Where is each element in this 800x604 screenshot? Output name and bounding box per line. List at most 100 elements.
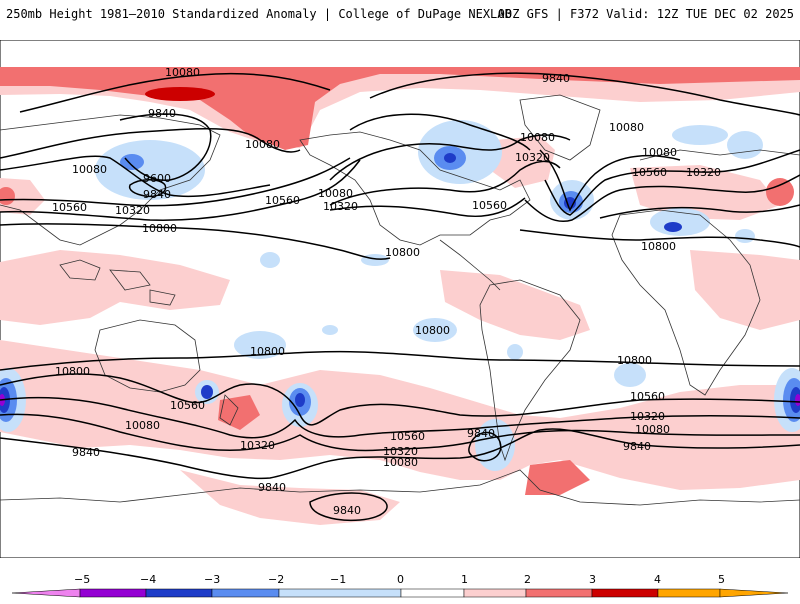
colorbar-ticks: −5 −4 −3 −2 −1 0 1 2 3 4 5 <box>74 573 725 586</box>
colorbar-tick-label: −5 <box>74 573 90 586</box>
map-title: 250mb Height 1981–2010 Standardized Anom… <box>6 7 512 21</box>
contour-label: 10080 <box>635 423 670 436</box>
colorbar: −5 −4 −3 −2 −1 0 1 2 3 4 5 <box>0 568 800 600</box>
colorbar-tick-label: −2 <box>268 573 284 586</box>
contour-label: 10320 <box>383 445 418 458</box>
contour-label: 10080 <box>165 66 200 79</box>
contour-label: 9840 <box>148 107 176 120</box>
anomaly-neg4-sh-east <box>795 394 800 406</box>
coastlines <box>0 94 800 506</box>
coast-greenland <box>519 94 601 161</box>
anomaly-neg3-canada <box>444 153 456 163</box>
contour-label: 9840 <box>467 427 495 440</box>
anomaly-pos2-arctic <box>0 67 800 150</box>
anomaly-pos-w-pacific <box>0 250 230 325</box>
contour-label: 10080 <box>609 121 644 134</box>
colorbar-tick-label: −4 <box>140 573 156 586</box>
contour-10320-asia <box>0 157 351 207</box>
contour-label: 10560 <box>472 199 507 212</box>
contour-10560-europe <box>599 204 800 219</box>
contour-label: 9840 <box>542 72 570 85</box>
contour-label: 10320 <box>115 204 150 217</box>
contour-label: 10800 <box>641 240 676 253</box>
contour-10800-sh <box>0 350 800 371</box>
contour-10320-sh <box>0 396 800 439</box>
coast-indonesia <box>59 259 176 306</box>
colorbar-tick-label: 2 <box>524 573 531 586</box>
contour-label: 10560 <box>170 399 205 412</box>
colorbar-arrow-right <box>719 588 789 598</box>
anomaly-pos2-eurasia <box>766 178 794 206</box>
anomaly-neg-atlantic-s <box>614 363 646 387</box>
contour-label: 10080 <box>72 163 107 176</box>
coast-asia <box>0 114 221 246</box>
anomaly-neg3-tasman <box>201 385 213 399</box>
anomaly-neg-sub-1 <box>260 252 280 268</box>
colorbar-seg-neg4 <box>79 588 147 598</box>
contour-9600 <box>128 179 167 198</box>
colorbar-tick-label: −1 <box>330 573 346 586</box>
contour-label: 10080 <box>318 187 353 200</box>
anomaly-pos3-arctic <box>145 87 215 101</box>
contour-label: 10080 <box>642 146 677 159</box>
contour-label: 10320 <box>630 410 665 423</box>
run-info: 00Z GFS | F372 Valid: 12Z TUE DEC 02 202… <box>497 7 794 21</box>
contour-10080-na <box>329 134 571 181</box>
contour-9840-antarctic <box>309 492 388 522</box>
contour-labels: 10080 9840 10080 9840 10080 10560 10080 … <box>52 66 721 517</box>
contour-10320-na <box>329 160 561 206</box>
colorbar-seg-neg2 <box>211 588 280 598</box>
contour-label: 10800 <box>250 345 285 358</box>
contour-10560-asia <box>0 159 361 221</box>
contour-trough-atl-2 <box>544 149 800 216</box>
contour-label: 10320 <box>515 151 550 164</box>
contour-10080-sh <box>0 413 800 452</box>
colorbar-seg-zero <box>400 588 465 598</box>
contour-label: 10080 <box>383 456 418 469</box>
coast-antarctica <box>0 469 800 506</box>
contour-trough-atl-1 <box>539 149 681 212</box>
colorbar-segments <box>11 588 789 598</box>
contour-label: 10080 <box>245 138 280 151</box>
anomaly-pos-s-america <box>440 270 590 340</box>
colorbar-seg-neg1 <box>278 588 402 598</box>
anomaly-neg-n-europe <box>672 125 728 145</box>
coast-south-america <box>479 279 581 462</box>
contour-label: 10080 <box>125 419 160 432</box>
contour-10080-b <box>0 155 271 198</box>
contour-label: 9840 <box>72 446 100 459</box>
anomaly-pos2-nz <box>218 395 260 430</box>
colorbar-seg-pos1 <box>463 588 527 598</box>
contour-10800-pacific <box>0 223 391 260</box>
contour-label: 10800 <box>55 365 90 378</box>
anomaly-neg-s-america <box>507 344 523 360</box>
colorbar-tick-label: −3 <box>204 573 220 586</box>
header: 250mb Height 1981–2010 Standardized Anom… <box>0 0 800 30</box>
anomaly-neg2-asia <box>120 154 144 170</box>
contour-10560-na <box>329 197 526 218</box>
contour-trough-atl-3 <box>524 174 800 222</box>
colorbar-tick-label: 0 <box>397 573 404 586</box>
anomaly-pos-nw-pacific <box>0 178 45 215</box>
contour-label: 10560 <box>630 390 665 403</box>
colorbar-tick-label: 5 <box>718 573 725 586</box>
colorbar-arrow-left <box>11 588 81 598</box>
contour-10800-atl <box>519 229 800 248</box>
anomaly-pos2-drake <box>525 460 590 495</box>
colorbar-seg-neg3 <box>145 588 213 598</box>
contour-label: 10560 <box>265 194 300 207</box>
contour-label: 10800 <box>617 354 652 367</box>
anomaly-neg-sub-3 <box>735 229 755 243</box>
coast-central-america <box>439 239 501 291</box>
contour-label: 10800 <box>385 246 420 259</box>
contour-label: 10320 <box>240 439 275 452</box>
contour-label: 10560 <box>52 201 87 214</box>
anomaly-neg3-sw-pacific <box>295 393 305 407</box>
anomaly-neg-c-pacific <box>413 318 457 342</box>
colorbar-tick-label: 3 <box>589 573 596 586</box>
anomaly-neg-scandinavia <box>727 131 763 159</box>
coast-europe <box>639 149 800 161</box>
anomaly-pos-n-atlantic <box>630 165 780 220</box>
coast-australia <box>94 319 201 393</box>
contour-9840-sh <box>0 428 800 480</box>
